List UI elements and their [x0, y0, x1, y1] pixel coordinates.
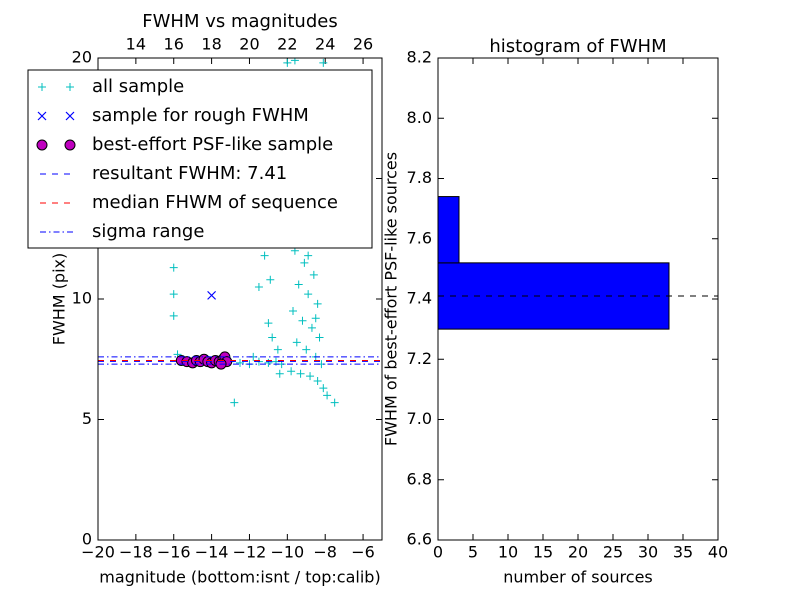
- x-tick-label: 0: [433, 543, 443, 562]
- x-tick-label: −8: [313, 543, 337, 562]
- x-tick-label: 15: [533, 543, 553, 562]
- legend-label: best-effort PSF-like sample: [92, 134, 333, 155]
- top-tick-label: 26: [353, 35, 373, 54]
- y-tick-label: 6.8: [407, 469, 432, 488]
- chart-title: histogram of FWHM: [489, 36, 666, 57]
- plus-marker: [313, 299, 322, 308]
- plus-marker: [313, 376, 322, 385]
- x-tick-label: −14: [195, 543, 229, 562]
- y-tick-label: 6.6: [407, 530, 432, 549]
- plus-marker: [330, 398, 339, 407]
- plus-marker: [323, 391, 332, 400]
- plus-marker: [311, 314, 320, 323]
- plus-marker: [38, 83, 46, 91]
- x-tick-label: −20: [81, 543, 115, 562]
- top-tick-label: 18: [201, 35, 221, 54]
- y-tick-label: 8.0: [407, 108, 432, 127]
- plus-marker: [289, 307, 298, 316]
- plus-marker: [260, 251, 269, 260]
- plus-marker: [306, 372, 315, 381]
- y-tick-label: 7.2: [407, 349, 432, 368]
- x-axis-label: number of sources: [503, 568, 653, 587]
- plus-marker: [254, 282, 263, 291]
- x-tick-label: 5: [468, 543, 478, 562]
- y-tick-label: 8.2: [407, 48, 432, 67]
- cross-marker: [65, 111, 75, 121]
- legend-label: sigma range: [92, 221, 204, 242]
- x-tick-label: 25: [603, 543, 623, 562]
- plus-marker: [302, 345, 311, 354]
- plus-marker: [66, 83, 74, 91]
- plus-marker: [230, 398, 239, 407]
- y-tick-label: 20: [72, 48, 92, 67]
- y-tick-label: 7.0: [407, 409, 432, 428]
- cross-marker: [37, 111, 47, 121]
- plus-marker: [304, 251, 313, 260]
- plus-marker: [307, 323, 316, 332]
- y-tick-label: 7.6: [407, 228, 432, 247]
- x-tick-label: 10: [498, 543, 518, 562]
- plus-marker: [304, 290, 313, 299]
- legend-label: resultant FWHM: 7.41: [92, 163, 287, 184]
- plus-marker: [290, 58, 299, 65]
- plus-marker: [315, 333, 324, 342]
- chart-title: FWHM vs magnitudes: [142, 11, 337, 32]
- plus-marker: [169, 311, 178, 320]
- top-tick-label: 22: [277, 35, 297, 54]
- plus-marker: [300, 258, 309, 267]
- plus-marker: [283, 58, 292, 67]
- plus-marker: [292, 338, 301, 347]
- plus-marker: [296, 369, 305, 378]
- y-tick-label: 5: [82, 409, 92, 428]
- y-axis-label: FWHM (pix): [50, 253, 69, 346]
- plus-marker: [264, 319, 273, 328]
- circle-marker: [36, 139, 48, 151]
- y-tick-label: 10: [72, 289, 92, 308]
- top-tick-label: 14: [126, 35, 146, 54]
- plus-marker: [169, 290, 178, 299]
- top-tick-label: 16: [164, 35, 184, 54]
- y-tick-label: 7.4: [407, 289, 432, 308]
- plus-marker: [273, 345, 282, 354]
- x-tick-label: 30: [638, 543, 658, 562]
- y-tick-label: 0: [82, 530, 92, 549]
- plus-marker: [236, 358, 244, 367]
- y-axis-label: FWHM of best-effort PSF-like sources: [382, 152, 401, 446]
- circle-marker: [64, 139, 76, 151]
- legend-label: median FHWM of sequence: [92, 192, 338, 213]
- legend-box: [27, 69, 373, 249]
- x-tick-label: 20: [568, 543, 588, 562]
- plus-marker: [169, 263, 178, 272]
- legend-label: all sample: [92, 76, 184, 97]
- plus-marker: [268, 333, 277, 342]
- x-tick-label: 40: [708, 543, 728, 562]
- plus-marker: [294, 280, 303, 289]
- top-tick-label: 20: [239, 35, 259, 54]
- x-tick-label: −18: [119, 543, 153, 562]
- plot-frame: [437, 57, 719, 541]
- plus-marker: [309, 270, 318, 279]
- plus-marker: [319, 58, 328, 67]
- y-tick-label: 7.8: [407, 168, 432, 187]
- plus-marker: [319, 384, 328, 393]
- x-axis-label: magnitude (bottom:isnt / top:calib): [99, 568, 380, 587]
- x-tick-label: −12: [233, 543, 267, 562]
- plus-marker: [287, 367, 296, 376]
- x-tick-label: 35: [673, 543, 693, 562]
- plus-marker: [266, 275, 275, 284]
- histogram-bar: [437, 196, 460, 264]
- top-tick-label: 24: [315, 35, 335, 54]
- plus-marker: [275, 369, 284, 378]
- x-tick-label: −6: [351, 543, 375, 562]
- cross-marker: [207, 290, 217, 300]
- legend-label: sample for rough FWHM: [92, 105, 309, 126]
- plot-area: [98, 58, 382, 407]
- x-tick-label: −10: [270, 543, 304, 562]
- x-tick-label: −16: [157, 543, 191, 562]
- plot-frame: [97, 57, 383, 541]
- plus-marker: [298, 316, 307, 325]
